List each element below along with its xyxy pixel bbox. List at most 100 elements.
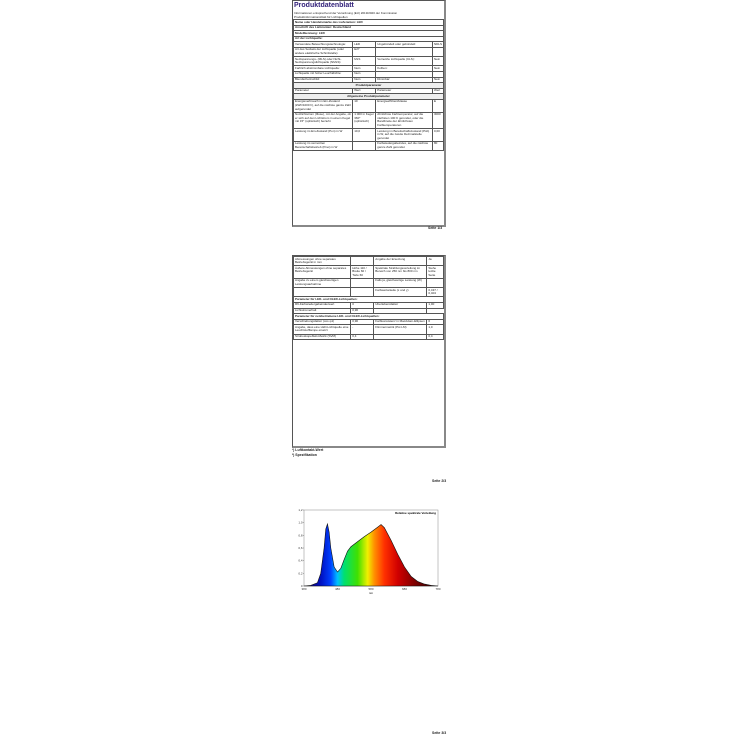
table-cell: 10	[352, 98, 377, 113]
table-cell: Wert	[431, 87, 445, 95]
table-row: Energieverbrauch im Ein-Zustand (kWh/100…	[292, 98, 445, 113]
y-tick-label: 0	[301, 584, 303, 588]
table-row: Nutzlichtstrom (Φuse), mit der Angabe, o…	[292, 111, 445, 130]
table-cell	[292, 287, 352, 298]
table-cell: Nein	[352, 70, 377, 78]
table-row: Parameter Wert Parameter Wert	[292, 87, 445, 95]
table-row: Parameter für netzbetriebene LED- und OL…	[293, 313, 444, 320]
table-cell	[373, 333, 428, 341]
table-row: Stroboskopeffekt-Metrik (SVM) 0,4 0,4	[292, 333, 444, 341]
table-cell: Farblich abstimmbare Lichtquelle:	[292, 65, 354, 72]
table-row: Äußere Abmessungen ohne separates Betrie…	[292, 265, 444, 279]
table-row: Leistung im vernetzten Bereitschaftsbetr…	[292, 140, 445, 152]
table-cell: Blendschutzschild:	[292, 76, 354, 84]
table-cell	[426, 277, 444, 289]
page-2: Abmessungen ohne separates Betriebsgerät…	[292, 255, 446, 448]
page-3: 0 0,2 0,4 0,6 0,8 1,0 1,2 380 480 580 680 780 Relati…	[292, 506, 443, 602]
table-cell: MLS	[352, 56, 377, 67]
table-cell: 10,0	[352, 128, 377, 142]
table-cell: 0,4	[426, 333, 444, 341]
table-cell: Ja	[426, 255, 444, 267]
table-cell	[352, 140, 377, 152]
page-number: Seite 2/3	[432, 479, 447, 483]
table-cell: Energieverbrauch im Ein-Zustand (kWh/100…	[292, 98, 354, 113]
table-cell: Art des Sockels der Lichtquelle (oder an…	[292, 46, 354, 58]
page-1: Produktdatenblatt Informationen entsprec…	[292, 0, 446, 227]
table-row: Abmessungen ohne separates Betriebsgerät…	[292, 255, 444, 267]
table-cell: Flimmermetrik (Pst LM)	[373, 324, 428, 335]
table-cell: Siehe letzte Seite	[426, 265, 444, 279]
table-cell: Netzspannungs- (MLS) oder Nicht-Netzspan…	[292, 56, 354, 67]
table-cell: 0,00	[431, 128, 445, 142]
table-cell: Stroboskopeffekt-Metrik (SVM)	[292, 333, 352, 341]
table-cell: Name oder Handelsmarke des Lieferanten: …	[293, 19, 444, 26]
table-cell: Ähnlichste Farbtemperatur, auf die nächs…	[375, 111, 433, 130]
table-cell: 0	[350, 301, 375, 309]
table-cell: Abmessungen ohne separates Betriebsgerät…	[292, 255, 352, 267]
table-row: Art des Sockels der Lichtquelle (oder an…	[292, 46, 445, 58]
table-row: R9-Farbwiedergabeindexwert 0 Überlebensfak…	[292, 301, 444, 309]
table-cell: 80	[431, 140, 445, 152]
table-cell: 0,437 / 0,404	[426, 287, 444, 298]
table-cell: Parameter für netzbetriebene LED- und OL…	[293, 313, 444, 320]
table-cell: Farbwiedergabeindex, auf die nächste gan…	[375, 140, 433, 152]
y-tick-label: 1,2	[298, 508, 303, 512]
table-cell: Nein	[352, 65, 377, 72]
table-row: Produktparameter	[293, 82, 444, 89]
table-cell	[350, 255, 375, 267]
product-table-1: Name oder Handelsmarke des Lieferanten: …	[292, 19, 445, 152]
table-cell	[373, 307, 428, 315]
table-cell: Spektrale Strahlungsverteilung im Bereic…	[373, 265, 428, 279]
table-cell: 3000	[431, 111, 445, 130]
table-cell: Angabe zu einem gleichwertigen Leistungs…	[292, 277, 352, 289]
table-row: Farbwertanteile (x und y) 0,437 / 0,404	[292, 287, 444, 298]
x-tick-label: 680	[402, 587, 407, 591]
table-cell: 1,0	[426, 324, 444, 335]
table-cell: 1,00	[426, 301, 444, 309]
y-tick-label: 0,8	[298, 533, 303, 537]
table-cell: Nein	[352, 76, 377, 84]
table-cell: Überlebensfaktor	[373, 301, 428, 309]
table-cell: Nein	[431, 76, 445, 84]
table-row: Blendschutzschild: Nein Dimmbar: Nein	[292, 76, 445, 84]
table-cell	[350, 287, 375, 298]
x-tick-label: 480	[335, 587, 340, 591]
table-row: Name oder Handelsmarke des Lieferanten: …	[293, 19, 444, 26]
table-cell: Vernetzte Lichtquelle (CLS):	[375, 56, 433, 67]
x-tick-label: 380	[301, 587, 306, 591]
page-number: Seite 3/3	[432, 731, 447, 735]
table-cell: Parameter	[292, 87, 354, 95]
table-cell: Parameter für LED- und OLED-Lichtquellen…	[293, 296, 444, 303]
table-cell	[431, 46, 445, 58]
chart-title: Relative spektrale Verteilung	[395, 511, 436, 515]
table-cell: Farbwertanteile (x und y)	[373, 287, 428, 298]
footnote: ²) Spezifikation	[292, 453, 317, 457]
table-row: Angabe, dass eine LED-Lichtquelle eine L…	[292, 324, 444, 335]
table-cell: Äußere Abmessungen ohne separates Betrie…	[292, 265, 352, 279]
table-cell: Nein	[431, 56, 445, 67]
table-cell: Leistung im Bereitschaftszustand (Psb) i…	[375, 128, 433, 142]
table-cell: Lichtquelle mit hoher Leuchtdichte:	[292, 70, 354, 78]
x-tick-label: 780	[435, 587, 440, 591]
page-number: Seite 1/3	[428, 226, 443, 230]
table-cell: 1 000 in Kegel 360° (sphärisch)	[352, 111, 377, 130]
table-row: Angabe zu einem gleichwertigen Leistungs…	[292, 277, 444, 289]
y-tick-label: 0,6	[298, 546, 303, 550]
table-row: Parameter für LED- und OLED-Lichtquellen…	[293, 296, 444, 303]
footnote: ¹) Luftkontakt-Wert	[292, 448, 324, 452]
product-table-2: Abmessungen ohne separates Betriebsgerät…	[292, 255, 444, 341]
table-cell: Anschrift des Lieferanten: Deutschland	[293, 24, 444, 32]
x-tick-label: 580	[368, 587, 373, 591]
footnotes: ¹) Luftkontakt-Wert ²) Spezifikation	[292, 448, 443, 458]
table-row: Leistung im Ein-Zustand (Pon) in W 10,0 Le…	[292, 128, 445, 142]
table-cell	[431, 70, 445, 78]
y-tick-label: 0,4	[298, 559, 303, 563]
table-cell: E27	[352, 46, 377, 58]
table-cell	[350, 277, 375, 289]
table-cell: E	[431, 98, 445, 113]
intro-line: Informationen entsprechend der Verordnun…	[294, 11, 398, 15]
spectrum-chart: 0 0,2 0,4 0,6 0,8 1,0 1,2 380 480 580 680 780 Relati…	[298, 508, 441, 595]
x-axis-label: nm	[369, 591, 374, 595]
table-cell: Produktparameter	[293, 82, 444, 89]
table-cell: Wert	[352, 87, 377, 95]
